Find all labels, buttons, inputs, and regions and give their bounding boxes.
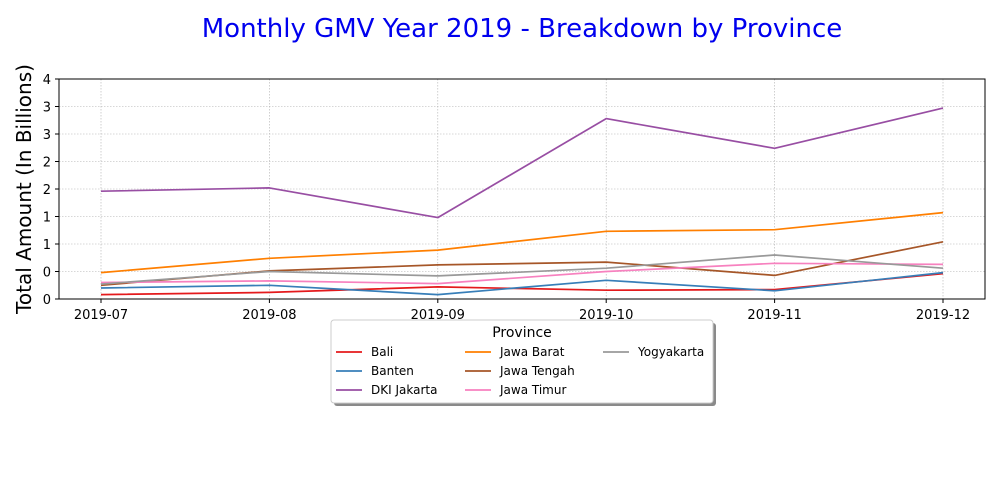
legend-box <box>330 319 714 404</box>
y-tick-label: 2 <box>43 156 51 171</box>
legend-label-banten: Banten <box>371 364 414 378</box>
legend: Province Bali Banten DKI Jakarta Jawa Barat J… <box>330 319 716 406</box>
chart-title: Monthly GMV Year 2019 - Breakdown by Pro… <box>202 14 843 44</box>
series-line-jawa-barat <box>100 211 944 274</box>
legend-label-jawa-timur: Jawa Timur <box>499 383 566 397</box>
series-line-jawa-timur <box>100 262 944 285</box>
y-tick-label: 1 <box>43 211 51 226</box>
x-tick-label: 2019-07 <box>74 308 128 323</box>
legend-label-jawa-tengah: Jawa Tengah <box>499 364 575 378</box>
axes: 0 0 1 1 2 2 3 3 4 2019-07 2019-08 2019-09 2019-10 201… <box>43 73 970 323</box>
y-tick-label: 0 <box>43 266 51 281</box>
y-tick-label: 4 <box>43 73 51 88</box>
y-tick-label: 3 <box>43 101 51 116</box>
x-tick-label: 2019-08 <box>242 308 296 323</box>
y-tick-label: 0 <box>43 293 51 308</box>
y-tick-label: 3 <box>43 128 51 143</box>
y-axis-label: Total Amount (In Billions) <box>12 64 36 315</box>
legend-label-yogyakarta: Yogyakarta <box>637 345 704 359</box>
y-tick-label: 1 <box>43 238 51 253</box>
series-line-dki-jakarta <box>100 107 944 219</box>
legend-label-dki-jakarta: DKI Jakarta <box>371 383 437 397</box>
x-tick-label: 2019-11 <box>747 308 801 323</box>
y-tick-label: 2 <box>43 183 51 198</box>
legend-label-bali: Bali <box>371 345 393 359</box>
series-line-yogyakarta <box>100 254 944 285</box>
series-line-banten <box>100 271 944 296</box>
x-tick-label: 2019-09 <box>411 308 465 323</box>
x-tick-label: 2019-10 <box>579 308 633 323</box>
legend-label-jawa-barat: Jawa Barat <box>499 345 565 359</box>
legend-title: Province <box>492 325 552 341</box>
x-tick-label: 2019-12 <box>916 308 970 323</box>
series-lines <box>100 107 944 296</box>
